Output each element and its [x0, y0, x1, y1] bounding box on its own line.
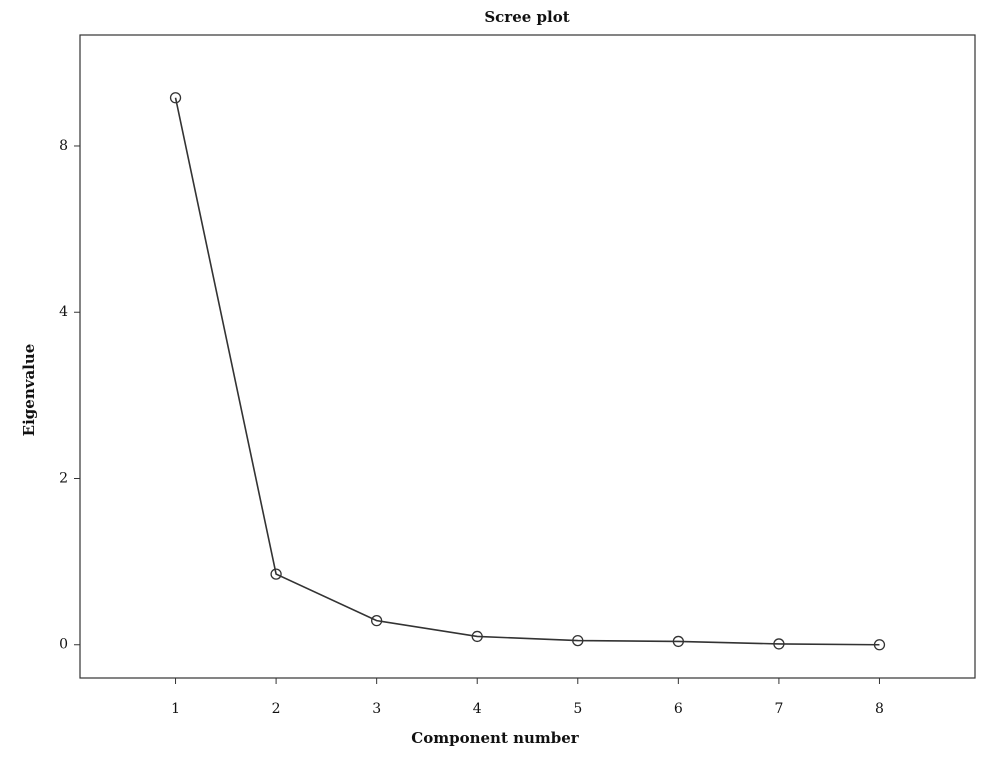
point [471, 630, 483, 643]
x-tick-label: 3 [372, 701, 381, 717]
x-axis-label: Component number [411, 729, 580, 747]
y-tick-label: 4 [59, 304, 68, 320]
point [773, 638, 785, 650]
y-axis-label: Eigenvalue [20, 344, 38, 437]
x-tick-label: 8 [875, 701, 884, 717]
point [270, 568, 282, 580]
x-tick-label: 7 [774, 701, 783, 717]
point [169, 92, 182, 104]
series-line [174, 97, 880, 646]
y-tick-label: 2 [59, 470, 68, 486]
y-tick-label: 8 [59, 138, 68, 154]
x-tick-label: 2 [272, 701, 281, 717]
y-tick-label: 0 [59, 637, 68, 653]
x-tick-label: 5 [573, 701, 582, 717]
x-tick-label: 4 [473, 701, 482, 717]
point [672, 635, 684, 648]
plot-frame [79, 34, 976, 679]
point [873, 639, 886, 651]
x-tick-label: 1 [171, 701, 180, 717]
x-tick-label: 6 [674, 701, 683, 717]
point [572, 634, 584, 647]
chart-title: Scree plot [484, 8, 569, 26]
point [371, 614, 383, 627]
